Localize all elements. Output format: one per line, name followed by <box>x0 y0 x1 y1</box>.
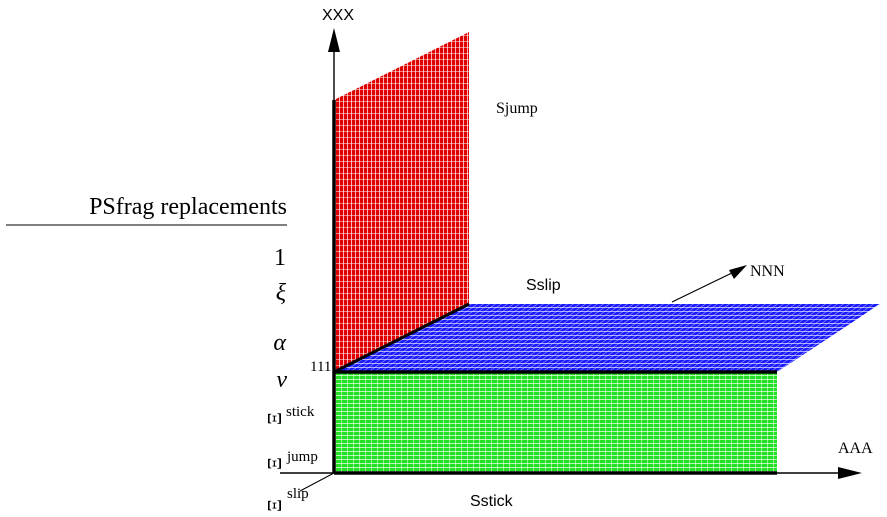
psfrag-item-one: 1 <box>274 245 286 271</box>
psfrag-xi-slip-base: Ξ <box>264 499 286 512</box>
psfrag-xi-slip-sup: slip <box>287 486 309 502</box>
normal-vector-arrow <box>671 265 747 303</box>
psfrag-xi-slip: Ξ <box>264 499 286 512</box>
vertical-axis <box>328 28 340 473</box>
horizontal-axis-label: AAA <box>838 440 873 457</box>
jump-region-plane <box>334 32 469 372</box>
psfrag-title: PSfrag replacements <box>89 194 287 220</box>
stick-region-plane <box>334 372 777 473</box>
horizontal-axis <box>280 467 862 479</box>
psfrag-xi-jump-base: Ξ <box>264 457 286 470</box>
psfrag-block: PSfrag replacements 1 ξ α ν Ξ stick Ξ ju… <box>6 194 318 512</box>
normal-vector-label: NNN <box>750 263 785 280</box>
psfrag-item-alpha: α <box>273 330 286 356</box>
normal-vector-arrowhead <box>729 265 747 279</box>
slip-region-diagonal-edge <box>333 302 470 374</box>
psfrag-xi-jump: Ξ <box>264 457 286 470</box>
corner-marker-label: 111 <box>310 359 331 375</box>
psfrag-item-nu: ν <box>276 367 287 393</box>
jump-region-label: Sjump <box>496 100 538 117</box>
psfrag-xi-stick-base: Ξ <box>264 412 286 425</box>
psfrag-xi-jump-sub: jump <box>286 449 318 465</box>
vertical-axis-arrowhead <box>328 28 340 52</box>
psfrag-xi-stick: Ξ <box>264 412 286 425</box>
depth-axis-stub <box>299 472 335 492</box>
slip-region-label: Sslip <box>526 277 561 294</box>
horizontal-axis-arrowhead <box>838 467 862 479</box>
slip-region-plane <box>334 304 880 372</box>
psfrag-xi-stick-sup: stick <box>286 404 315 420</box>
stick-region-label: Sstick <box>470 493 514 510</box>
vertical-axis-label: XXX <box>322 7 354 24</box>
psfrag-item-xi: ξ <box>276 280 287 306</box>
